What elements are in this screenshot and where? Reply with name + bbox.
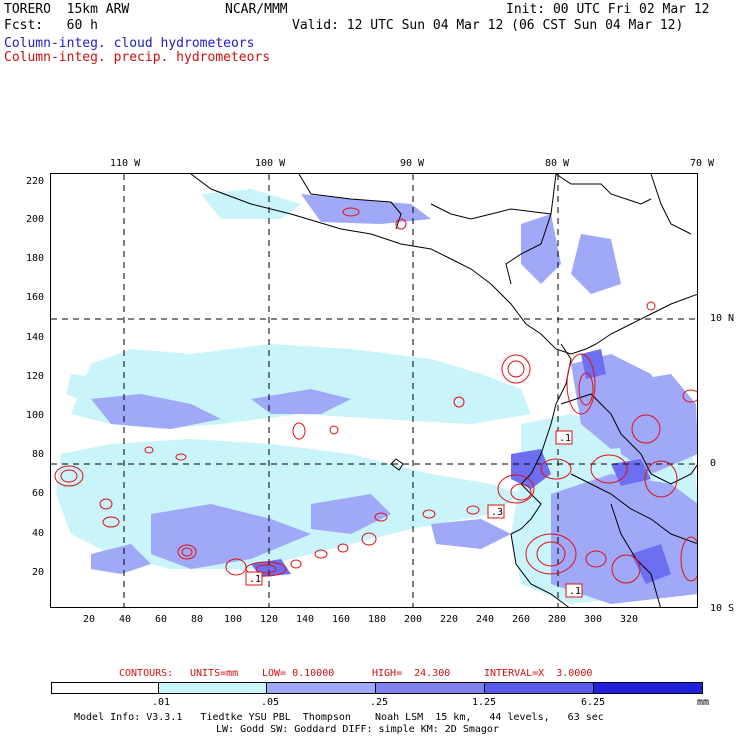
colorbar-label: .25 xyxy=(370,697,389,708)
y-tick-label: 140 xyxy=(25,332,44,343)
y-tick-label: 180 xyxy=(25,253,44,264)
x-tick-label: 40 xyxy=(119,614,132,625)
x-tick-label: 140 xyxy=(296,614,315,625)
lon-label: 110 W xyxy=(110,158,141,169)
y-tick-label: 100 xyxy=(25,410,44,421)
coastlines xyxy=(190,174,697,607)
contours-low: LOW= 0.10000 xyxy=(262,668,335,679)
x-tick-label: 100 xyxy=(224,614,243,625)
y-tick-label: 120 xyxy=(25,371,44,382)
contours-high: HIGH= 24.300 xyxy=(372,668,451,679)
x-tick-label: 320 xyxy=(620,614,639,625)
y-tick-label: 220 xyxy=(25,176,44,187)
colorbar-label: .05 xyxy=(261,697,280,708)
lat-label: 10 N xyxy=(710,313,735,324)
colorbar-segment xyxy=(158,682,267,694)
x-tick-label: 160 xyxy=(332,614,351,625)
contours-label: CONTOURS: xyxy=(119,668,174,679)
model-title: TORERO 15km ARW xyxy=(4,2,130,17)
x-tick-label: 200 xyxy=(404,614,423,625)
y-tick-label: 160 xyxy=(25,292,44,303)
lon-label: 90 W xyxy=(400,158,425,169)
model-physics: LW: Godd SW: Goddard DIFF: simple KM: 2D… xyxy=(216,724,499,735)
contour-label: .1 xyxy=(569,586,581,597)
contour-label: .1 xyxy=(249,574,261,585)
colorbar-segment xyxy=(375,682,485,694)
y-tick-label: 40 xyxy=(31,528,44,539)
lon-label: 100 W xyxy=(255,158,286,169)
contours-units: UNITS=mm xyxy=(190,668,239,679)
colorbar-segment xyxy=(266,682,376,694)
lat-label: 0 xyxy=(710,458,717,469)
y-tick-label: 80 xyxy=(31,449,44,460)
lon-label: 80 W xyxy=(545,158,570,169)
colorbar-segment xyxy=(484,682,594,694)
lat-label: 10 S xyxy=(710,603,735,614)
colorbar-segment xyxy=(51,682,159,694)
x-tick-label: 300 xyxy=(584,614,603,625)
x-tick-label: 260 xyxy=(512,614,531,625)
y-tick-label: 20 xyxy=(31,567,44,578)
x-tick-label: 20 xyxy=(83,614,96,625)
colorbar-label: 6.25 xyxy=(581,697,606,708)
forecast-hour: Fcst: 60 h xyxy=(4,18,98,33)
x-tick-label: 60 xyxy=(155,614,168,625)
field-precip-title: Column-integ. precip. hydrometeors xyxy=(4,50,271,65)
colorbar-units: mm xyxy=(697,697,710,708)
colorbar-label: .01 xyxy=(152,697,171,708)
precip-contours xyxy=(54,207,697,584)
x-tick-label: 120 xyxy=(260,614,279,625)
y-tick-label: 60 xyxy=(31,488,44,499)
contour-label: .1 xyxy=(559,433,571,444)
x-tick-label: 240 xyxy=(476,614,495,625)
field-cloud-title: Column-integ. cloud hydrometeors xyxy=(4,36,255,51)
colorbar-segment xyxy=(593,682,703,694)
org-label: NCAR/MMM xyxy=(225,2,288,17)
contour-label-boxes xyxy=(245,430,583,598)
x-tick-label: 280 xyxy=(548,614,567,625)
contours-interval: INTERVAL=X 3.0000 xyxy=(484,668,593,679)
map-canvas: .1 .3 .1 .1 xyxy=(51,174,697,607)
colorbar-label: 1.25 xyxy=(472,697,497,708)
y-tick-label: 200 xyxy=(25,214,44,225)
x-tick-label: 180 xyxy=(368,614,387,625)
graticule xyxy=(51,174,697,607)
x-tick-label: 80 xyxy=(191,614,204,625)
init-time: Init: 00 UTC Fri 02 Mar 12 xyxy=(506,2,710,17)
model-info: Model Info: V3.3.1 Tiedtke YSU PBL Thomp… xyxy=(74,712,604,723)
lon-label: 70 W xyxy=(690,158,715,169)
contour-label: .3 xyxy=(491,507,503,518)
x-tick-label: 220 xyxy=(440,614,459,625)
valid-time: Valid: 12 UTC Sun 04 Mar 12 (06 CST Sun … xyxy=(292,18,684,33)
map-panel: .1 .3 .1 .1 xyxy=(50,173,698,608)
